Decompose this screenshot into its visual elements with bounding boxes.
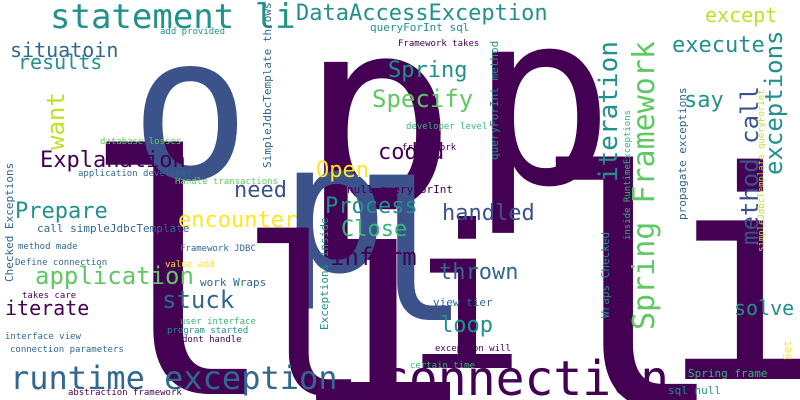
word-handled: handled [442, 201, 535, 226]
word-application-developer: application developer [78, 169, 192, 179]
word-inform: inform [330, 243, 417, 271]
word-user-interface: user interface [180, 317, 256, 327]
word-exceptions-inside: Exceptions inside [318, 217, 331, 330]
word-handle-transactions: Handle transactions [175, 177, 278, 187]
word-prepare: Prepare [15, 199, 108, 224]
word-l: l [530, 103, 729, 400]
word-explanation: Explanation [40, 148, 186, 173]
word-application: application [35, 262, 194, 290]
word-queryforint-method: queryForInt method [488, 40, 501, 160]
word-situatoin: situatoin [10, 38, 119, 62]
word-except: except [705, 3, 778, 27]
word-abstraction-framework: abstraction framework [68, 388, 182, 398]
word-results: results [18, 50, 103, 74]
word-takes-care: takes care [22, 291, 77, 301]
word-define-connection: Define connection [15, 258, 108, 268]
word-coded: coded [378, 140, 445, 165]
word-runtime-exception: runtime exception [10, 359, 338, 397]
word-spring-frame: Spring frame [688, 367, 768, 380]
word-framework-takes: Framework takes [398, 39, 480, 49]
word-encounter: encounter [178, 208, 298, 233]
word-stuck: stuck [162, 286, 235, 314]
word-spring: Spring [388, 58, 468, 83]
word-statement-li: statement li [50, 0, 296, 37]
word-l: l [240, 192, 373, 400]
word-p: p [300, 0, 457, 266]
word-dataaccessexception: DataAccessException [296, 1, 548, 26]
word-program-started: program started [167, 326, 249, 336]
word-solve: solve [734, 296, 795, 320]
word-value-add: value add [165, 260, 214, 270]
word-need: need [234, 178, 287, 203]
word-queryforint-sql: queryForInt sql [370, 21, 470, 34]
word-inside-runtimeexceptions: inside RuntimeExceptions [623, 109, 633, 240]
word-wraps-checked: Wraps Checked [599, 231, 612, 318]
word-iteration: iteration [594, 41, 624, 182]
word-l: l [80, 88, 279, 400]
word-method-made: method made [18, 242, 78, 252]
word-sql-null: sql null [668, 384, 721, 397]
word-interface-view: interface view [5, 332, 81, 342]
word-view-tier: view tier [433, 296, 493, 309]
word-null-queryforint: null queryForInt [347, 183, 453, 196]
word-dont-handle: dont handle [182, 335, 242, 345]
word-process: Process [325, 194, 418, 219]
word-set: Set [781, 340, 794, 360]
word-add-provided: add provided [160, 27, 226, 37]
word-iterate: iterate [5, 296, 90, 320]
word-i: i [660, 111, 800, 400]
word-frame-work: frame work [402, 143, 457, 153]
word-l: l [355, 144, 470, 365]
word-propagate-exceptions: propagate exceptions [676, 87, 689, 220]
word-connection-parameters: connection parameters [10, 345, 124, 355]
word-connection: connection [380, 351, 669, 400]
word-specify: Specify [372, 85, 474, 113]
word-database-losses: database losses [100, 137, 182, 147]
word-work-wraps: work Wraps [200, 276, 267, 289]
word-call-simplejdbctemplate: call simpleJdbcTemplate [37, 222, 190, 235]
word-simplejdbctemplate-throws: SimpleJdbcTemplate throws [261, 2, 274, 168]
word-loop: loop [440, 313, 493, 338]
word-p: p [470, 0, 615, 240]
word-checked-exceptions: Checked Exceptions [3, 162, 16, 282]
word-close: Close [341, 217, 408, 242]
word-i: i [405, 183, 526, 400]
word-want: want [42, 92, 70, 150]
word-o: o [130, 0, 251, 226]
word-p: p [280, 105, 389, 314]
word-developer-level: developer level [406, 122, 488, 132]
word-spring-framework: Spring Framework [627, 41, 662, 330]
word-exception-will: exception will [435, 344, 511, 354]
word-certain-time: certain time [410, 361, 476, 371]
word-open: Open [316, 158, 369, 183]
word-execute: execute [672, 33, 765, 58]
word-thrown: thrown [439, 260, 519, 285]
word-framework-jdbc: Framework JDBC [180, 244, 256, 254]
word-simplejdbctemplate-queryforint: simpleJdbcTemplate queryForInt [757, 89, 767, 252]
word-i: i [290, 125, 471, 400]
word-say: say [684, 88, 724, 113]
